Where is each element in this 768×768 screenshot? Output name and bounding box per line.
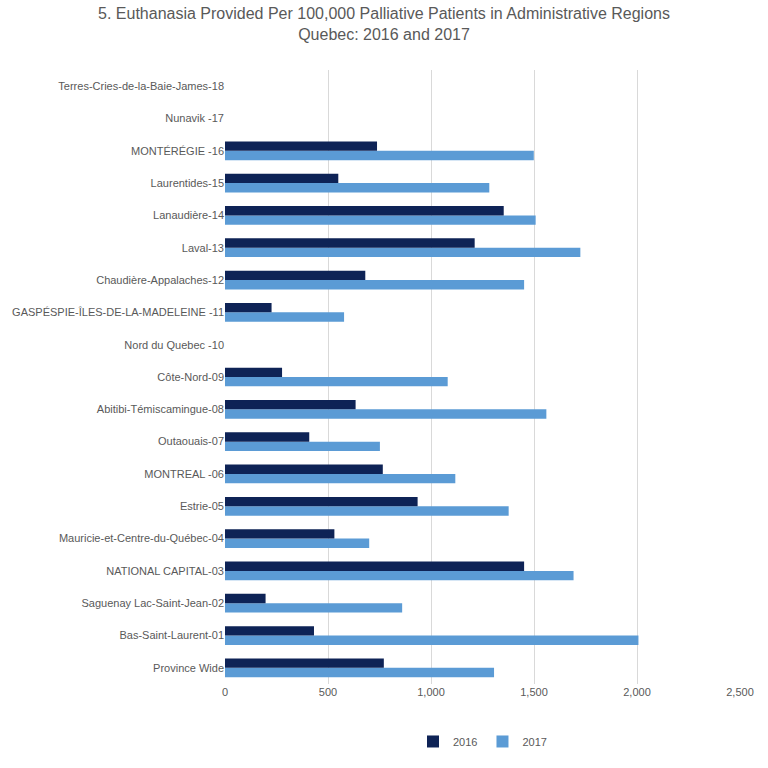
svg-text:GASPÉSPIE-ÎLES-DE-LA-MADELEINE: GASPÉSPIE-ÎLES-DE-LA-MADELEINE -11 xyxy=(12,306,224,318)
svg-text:Province Wide: Province Wide xyxy=(153,662,224,674)
svg-text:Lanaudière-14: Lanaudière-14 xyxy=(153,209,224,221)
svg-text:500: 500 xyxy=(319,686,337,698)
svg-text:Saguenay Lac-Saint-Jean-02: Saguenay Lac-Saint-Jean-02 xyxy=(82,597,224,609)
svg-text:Bas-Saint-Laurent-01: Bas-Saint-Laurent-01 xyxy=(119,629,224,641)
svg-text:2,000: 2,000 xyxy=(623,686,651,698)
svg-text:Laurentides-15: Laurentides-15 xyxy=(151,177,224,189)
svg-text:MONTÉRÉGIE -16: MONTÉRÉGIE -16 xyxy=(131,145,224,157)
svg-text:1,000: 1,000 xyxy=(417,686,445,698)
svg-text:0: 0 xyxy=(222,686,228,698)
svg-text:NATIONAL CAPITAL-03: NATIONAL CAPITAL-03 xyxy=(106,565,224,577)
svg-text:MONTREAL -06: MONTREAL -06 xyxy=(144,468,224,480)
svg-text:1,500: 1,500 xyxy=(520,686,548,698)
svg-text:Nord du Quebec -10: Nord du Quebec -10 xyxy=(124,339,224,351)
svg-text:Abitibi-Témiscamingue-08: Abitibi-Témiscamingue-08 xyxy=(97,403,224,415)
svg-text:Nunavik -17: Nunavik -17 xyxy=(165,112,224,124)
svg-text:2016: 2016 xyxy=(453,736,477,748)
svg-text:Estrie-05: Estrie-05 xyxy=(180,500,224,512)
svg-text:Mauricie-et-Centre-du-Québec-0: Mauricie-et-Centre-du-Québec-04 xyxy=(59,532,224,544)
svg-text:Outaouais-07: Outaouais-07 xyxy=(158,435,224,447)
svg-text:Côte-Nord-09: Côte-Nord-09 xyxy=(157,371,224,383)
svg-text:Chaudière-Appalaches-12: Chaudière-Appalaches-12 xyxy=(96,274,224,286)
svg-text:5. Euthanasia Provided Per 100: 5. Euthanasia Provided Per 100,000 Palli… xyxy=(98,5,670,43)
svg-text:2,500: 2,500 xyxy=(726,686,754,698)
svg-text:Terres-Cries-de-la-Baie-James-: Terres-Cries-de-la-Baie-James-18 xyxy=(58,80,224,92)
svg-text:Laval-13: Laval-13 xyxy=(182,242,224,254)
svg-text:2017: 2017 xyxy=(522,736,546,748)
